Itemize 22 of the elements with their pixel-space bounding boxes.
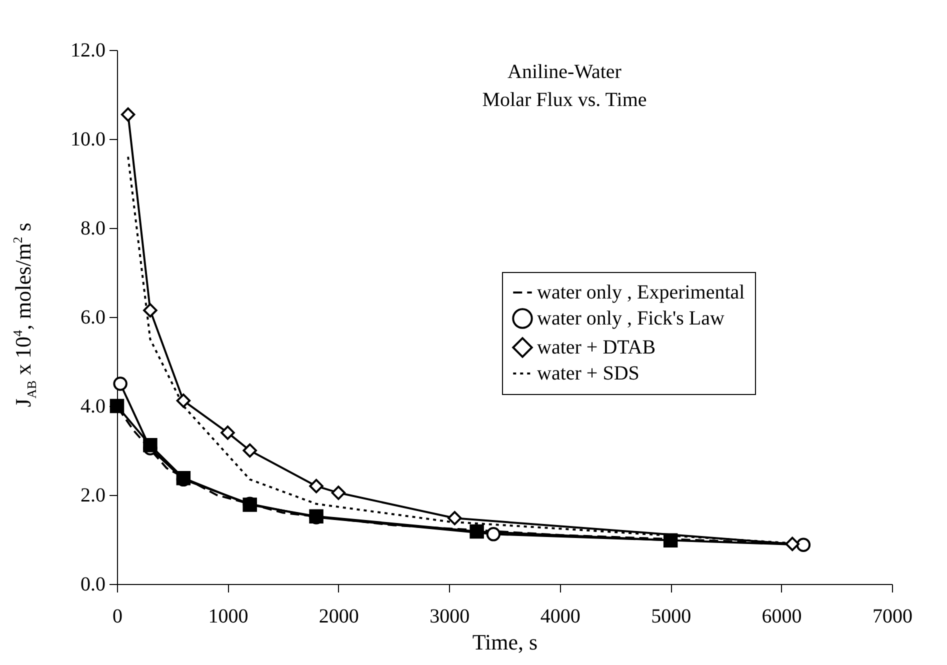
- y-tick-label: 10.0: [70, 128, 106, 150]
- y-tick-label: 8.0: [80, 218, 106, 240]
- x-axis-title: Time, s: [472, 630, 538, 654]
- y-tick-label: 0.0: [80, 574, 106, 596]
- x-tick-label: 4000: [540, 606, 580, 628]
- legend-label: water only , Experimental: [537, 282, 746, 304]
- x-tick-label: 2000: [318, 606, 359, 628]
- legend-label: water only , Fick's Law: [537, 308, 726, 330]
- x-tick-label: 5000: [651, 606, 692, 628]
- y-tick-label: 2.0: [80, 484, 106, 506]
- x-tick-label: 1000: [208, 606, 248, 628]
- x-tick-label: 0: [112, 606, 122, 628]
- y-tick-label: 6.0: [80, 306, 106, 328]
- text: Molar Flux vs. Time: [482, 89, 647, 111]
- x-tick-label: 6000: [762, 606, 802, 628]
- x-tick-label: 7000: [872, 606, 912, 628]
- legend-label: water + DTAB: [537, 336, 656, 358]
- x-tick-label: 3000: [430, 606, 470, 628]
- y-tick-label: 12.0: [70, 40, 106, 62]
- text: Aniline-Water: [508, 61, 622, 83]
- legend-label: water + SDS: [537, 362, 640, 384]
- y-tick-label: 4.0: [80, 396, 106, 418]
